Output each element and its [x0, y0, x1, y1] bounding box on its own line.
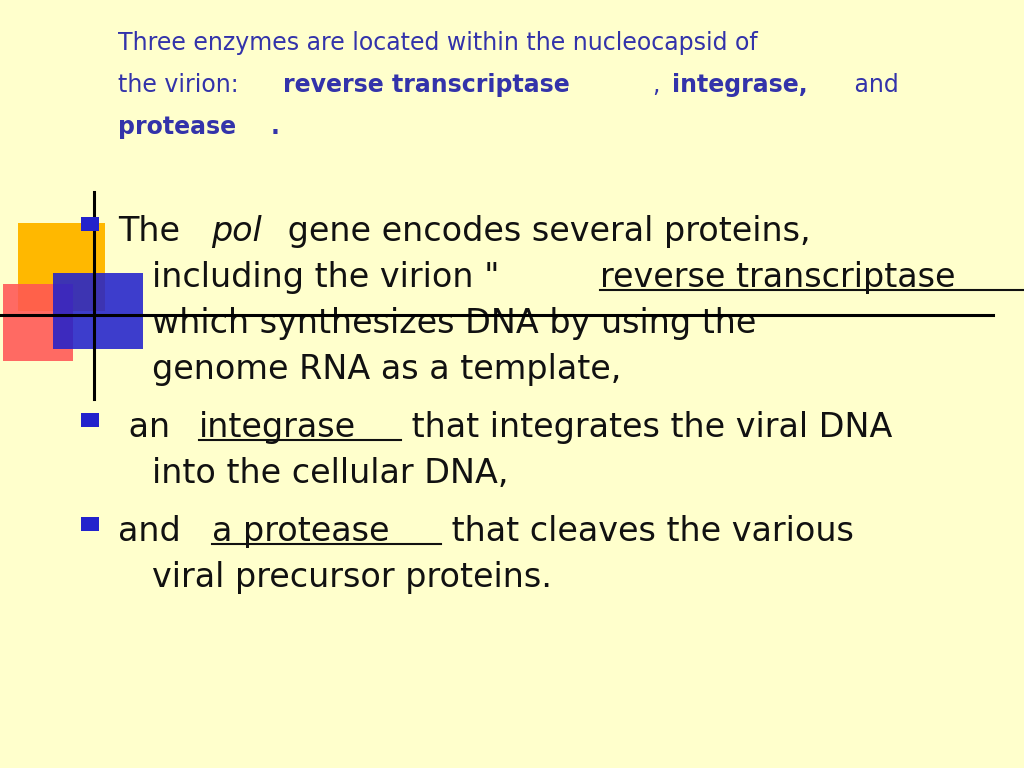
Text: Three enzymes are located within the nucleocapsid of: Three enzymes are located within the nuc…: [118, 31, 758, 55]
Bar: [3, 284, 73, 361]
Text: into the cellular DNA,: into the cellular DNA,: [152, 457, 508, 490]
Text: integrase,: integrase,: [673, 73, 808, 97]
Bar: [81, 517, 99, 531]
Text: genome RNA as a template,: genome RNA as a template,: [152, 353, 621, 386]
Text: integrase: integrase: [199, 411, 356, 444]
Bar: [18, 223, 105, 311]
Text: viral precursor proteins.: viral precursor proteins.: [152, 561, 552, 594]
Text: an: an: [118, 411, 180, 444]
Text: protease: protease: [118, 115, 236, 139]
Text: that cleaves the various: that cleaves the various: [441, 515, 854, 548]
Text: and: and: [118, 515, 191, 548]
Text: and: and: [847, 73, 899, 97]
Text: ,: ,: [653, 73, 668, 97]
Text: that integrates the viral DNA: that integrates the viral DNA: [401, 411, 893, 444]
Text: pol: pol: [212, 215, 262, 248]
Bar: [53, 273, 143, 349]
Text: reverse transcriptase: reverse transcriptase: [283, 73, 569, 97]
Text: .: .: [270, 115, 280, 139]
Text: gene encodes several proteins,: gene encodes several proteins,: [276, 215, 811, 248]
Text: a protease: a protease: [212, 515, 390, 548]
Text: the virion:: the virion:: [118, 73, 246, 97]
Text: The: The: [118, 215, 190, 248]
Bar: [81, 217, 99, 231]
Text: reverse transcriptase: reverse transcriptase: [600, 261, 955, 294]
Text: which synthesizes DNA by using the: which synthesizes DNA by using the: [152, 307, 756, 340]
Text: including the virion ": including the virion ": [152, 261, 499, 294]
Bar: [81, 413, 99, 427]
